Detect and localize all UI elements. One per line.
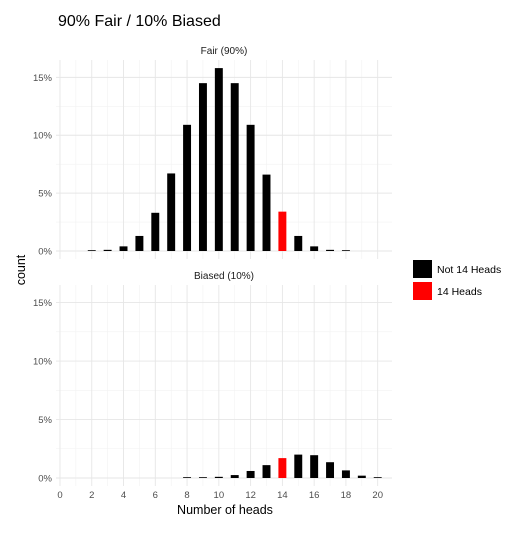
bar-x7 — [167, 173, 176, 251]
bar-x18 — [341, 470, 350, 478]
y-tick-label: 0% — [38, 474, 52, 485]
bar-x4 — [119, 246, 128, 251]
bar-x15 — [294, 454, 303, 478]
x-tick-label: 4 — [121, 490, 126, 501]
legend-label: 14 Heads — [437, 286, 482, 298]
y-tick-label: 15% — [33, 298, 53, 309]
y-tick-label: 0% — [38, 247, 52, 258]
x-tick-label: 2 — [89, 490, 94, 501]
bar-x9 — [198, 477, 207, 478]
bar-x9 — [198, 83, 207, 251]
bar-x17 — [326, 462, 335, 478]
bar-x13 — [262, 174, 271, 251]
bar-x16 — [310, 246, 319, 251]
x-tick-label: 6 — [153, 490, 158, 501]
facet-panels: Fair (90%) 0% 5% 10% 15% Biased (10%) 0% 5% 10% 1… — [33, 46, 392, 501]
y-tick-label: 15% — [33, 73, 53, 84]
facet-panel-1: Fair (90%) 0% 5% 10% 15% — [33, 46, 392, 259]
bar-x10 — [214, 476, 223, 478]
legend-swatch — [413, 260, 432, 278]
y-tick-label: 10% — [33, 357, 53, 368]
bar-x5 — [135, 235, 144, 251]
y-axis-title: count — [14, 254, 28, 285]
bar-x12 — [246, 124, 255, 251]
y-tick-label: 5% — [38, 189, 52, 200]
bar-x14 — [278, 458, 287, 478]
bar-x3 — [103, 249, 112, 251]
bar-x18 — [341, 250, 350, 251]
bar-x2 — [87, 250, 96, 251]
bar-x11 — [230, 475, 239, 478]
bar-x6 — [151, 212, 160, 251]
chart-title: 90% Fair / 10% Biased — [58, 13, 221, 30]
x-tick-label: 8 — [184, 490, 189, 501]
facet-strip-label: Fair (90%) — [201, 46, 248, 57]
x-tick-label: 20 — [372, 490, 383, 501]
bar-x14 — [278, 211, 287, 251]
legend: Not 14 Heads 14 Heads — [413, 260, 501, 300]
bar-x8 — [183, 477, 192, 478]
bar-x11 — [230, 83, 239, 251]
facet-strip-label: Biased (10%) — [194, 271, 254, 282]
legend-label: Not 14 Heads — [437, 264, 501, 276]
x-tick-label: 12 — [245, 490, 256, 501]
y-tick-label: 5% — [38, 415, 52, 426]
bar-x15 — [294, 235, 303, 251]
facet-panel-2: Biased (10%) 0% 5% 10% 15% — [33, 271, 392, 486]
x-tick-label: 18 — [341, 490, 352, 501]
legend-swatch — [413, 282, 432, 300]
x-tick-label: 0 — [57, 490, 62, 501]
bar-x20 — [373, 477, 382, 478]
bar-x12 — [246, 470, 255, 478]
bar-x17 — [326, 249, 335, 251]
x-axis-ticks: 0 2 4 6 8 10 12 14 16 18 20 — [57, 490, 383, 501]
x-tick-label: 14 — [277, 490, 288, 501]
x-axis-title: Number of heads — [177, 503, 273, 517]
bar-x19 — [357, 475, 366, 478]
bar-x10 — [214, 68, 223, 251]
x-tick-label: 16 — [309, 490, 320, 501]
bar-x8 — [183, 124, 192, 251]
bar-x13 — [262, 465, 271, 478]
bar-x16 — [310, 455, 319, 478]
x-tick-label: 10 — [214, 490, 225, 501]
y-tick-label: 10% — [33, 131, 53, 142]
